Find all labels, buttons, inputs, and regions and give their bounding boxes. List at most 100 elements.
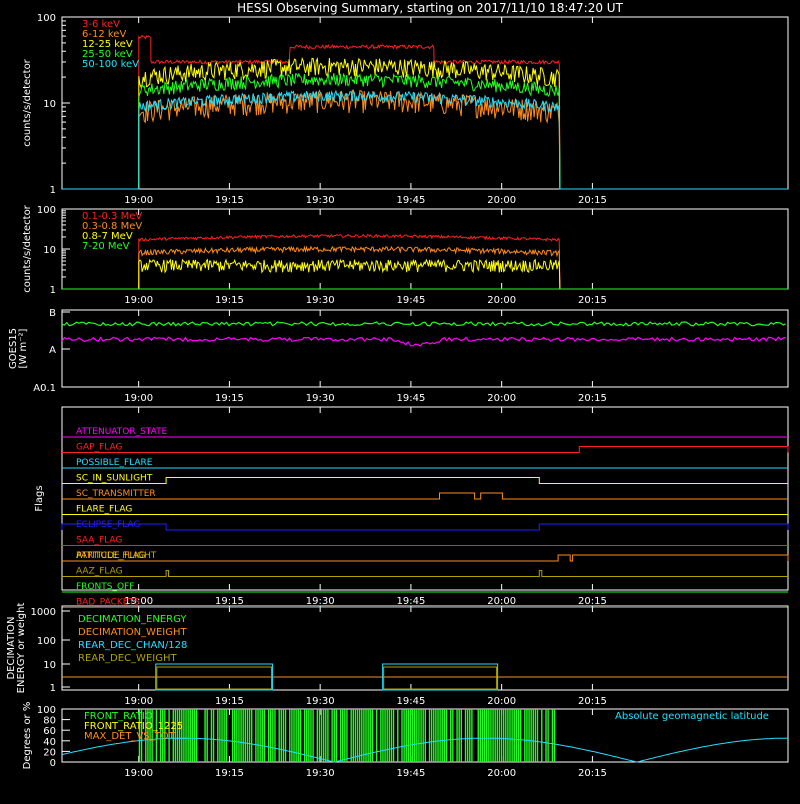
y-tick-label: 20	[43, 747, 56, 758]
y-tick-label: 10	[43, 99, 56, 110]
y-axis-label: Flags	[34, 485, 45, 511]
x-tick-label: 19:45	[396, 195, 425, 206]
series-line-photon_lo	[62, 72, 788, 190]
x-tick-label: 20:15	[578, 696, 607, 707]
y-axis-label-2: ENERGY or weight	[16, 603, 27, 694]
flag-label: SC_TRANSMITTER	[76, 489, 156, 499]
series-line-photon_lo	[62, 34, 788, 190]
flag-label: PARTICLE_FLAG	[76, 551, 146, 561]
x-tick-label: 19:15	[215, 696, 244, 707]
flag-line	[61, 523, 789, 531]
x-tick-label: 20:00	[487, 768, 516, 779]
x-tick-label: 20:15	[578, 295, 607, 306]
x-tick-label: 19:00	[124, 393, 153, 404]
legend-entry: MAX_DET_VS_TOT	[84, 731, 176, 742]
x-tick-label: 20:15	[578, 195, 607, 206]
y-tick-label: 1	[50, 185, 56, 196]
legend-entry: DECIMATION_WEIGHT	[78, 627, 187, 638]
y-tick-label: 100	[37, 705, 56, 716]
x-tick-label: 19:45	[396, 768, 425, 779]
x-tick-label: 19:00	[124, 696, 153, 707]
legend-entry: 12-25 keV	[82, 39, 133, 50]
y-tick-label: 100	[37, 205, 56, 216]
flag-label: FLARE_FLAG	[76, 505, 132, 515]
x-tick-label: 19:00	[124, 596, 153, 607]
legend-entry: FRONT_RATIO_1225	[84, 721, 183, 732]
y-tick-label: 100	[37, 13, 56, 24]
flag-label: AAZ_FLAG	[76, 567, 123, 577]
series-line-geomag-lat	[61, 737, 789, 763]
x-tick-label: 19:00	[124, 295, 153, 306]
y-tick-label: 1	[50, 683, 56, 694]
y-tick-label: 10	[43, 660, 56, 671]
x-tick-label: 19:30	[306, 295, 335, 306]
y-axis-units: [W m⁻²]	[18, 328, 29, 368]
legend-entry: DECIMATION_ENERGY	[78, 614, 187, 625]
legend-entry: 50-100 keV	[82, 59, 139, 70]
y-tick-label: 1	[50, 285, 56, 296]
y-tick-label: 0	[50, 758, 56, 769]
legend-entry: 0.1-0.3 MeV	[82, 211, 142, 222]
legend-entry: 0.3-0.8 MeV	[82, 221, 142, 232]
x-tick-label: 19:45	[396, 393, 425, 404]
flag-line	[62, 446, 789, 453]
x-tick-label: 19:15	[215, 393, 244, 404]
flag-line	[62, 570, 788, 577]
flag-label: ECLIPSE_FLAG	[76, 520, 140, 530]
y-axis-label: counts/s/detector	[22, 204, 33, 292]
flag-label-overlay: ATTITUDE_FLIGHT	[76, 551, 157, 561]
x-tick-label: 19:00	[124, 768, 153, 779]
rear-dec-weight-box	[383, 666, 498, 690]
series-line-photon_hi	[62, 258, 788, 290]
x-tick-label: 19:30	[306, 393, 335, 404]
series-line-photon_hi	[62, 245, 788, 290]
flag-label: SC_IN_SUNLIGHT	[76, 474, 153, 484]
legend-entry: 3-6 keV	[82, 19, 120, 30]
legend-entry: REAR_DEC_WEIGHT	[78, 653, 177, 664]
x-tick-label: 20:00	[487, 295, 516, 306]
x-tick-label: 20:15	[578, 596, 607, 607]
rear-dec-box	[155, 663, 274, 691]
x-tick-label: 19:30	[306, 596, 335, 607]
y-axis-label: GOES15	[8, 328, 19, 369]
y-tick-label: B	[49, 308, 56, 319]
panel-frame-goes	[61, 309, 789, 388]
x-tick-label: 20:00	[487, 696, 516, 707]
y-tick-label: 40	[43, 737, 56, 748]
x-tick-label: 19:30	[306, 696, 335, 707]
x-tick-label: 19:15	[215, 768, 244, 779]
series-line-photon_lo	[62, 56, 788, 190]
y-tick-label: A0.1	[33, 383, 56, 394]
legend-entry: 6-12 keV	[82, 29, 126, 40]
flag-label: ATTENUATOR_STATE	[76, 427, 168, 437]
flag-line	[62, 477, 788, 484]
x-tick-label: 20:15	[578, 393, 607, 404]
panel-frame-photon_hi	[61, 208, 789, 290]
legend-entry: Absolute geomagnetic latitude	[615, 711, 769, 722]
legend-entry: 0.8-7 MeV	[82, 231, 133, 242]
x-tick-label: 19:15	[215, 295, 244, 306]
x-tick-label: 19:45	[396, 596, 425, 607]
y-axis-label: DECIMATION	[6, 616, 17, 679]
y-tick-label: 10	[43, 245, 56, 256]
flag-line	[62, 492, 788, 500]
flag-label: GAP_FLAG	[76, 443, 122, 453]
x-tick-label: 20:00	[487, 393, 516, 404]
series-line-photon_lo	[62, 89, 788, 190]
legend-entry: 25-50 keV	[82, 49, 133, 60]
y-tick-label: 100	[37, 636, 56, 647]
y-tick-label: 1000	[31, 607, 56, 618]
series-line-photon_hi	[62, 233, 788, 290]
legend-entry: FRONT_RATIO	[84, 711, 153, 722]
series-line-goes	[61, 321, 786, 327]
series-line-photon_lo	[62, 88, 788, 190]
x-tick-label: 20:00	[487, 596, 516, 607]
rear-dec-weight-box	[156, 666, 273, 690]
flag-label: FRONTS_OFF	[76, 582, 134, 592]
flag-line	[62, 554, 789, 562]
x-tick-label: 19:45	[396, 295, 425, 306]
y-tick-label: 60	[43, 726, 56, 737]
x-tick-label: 19:00	[124, 195, 153, 206]
